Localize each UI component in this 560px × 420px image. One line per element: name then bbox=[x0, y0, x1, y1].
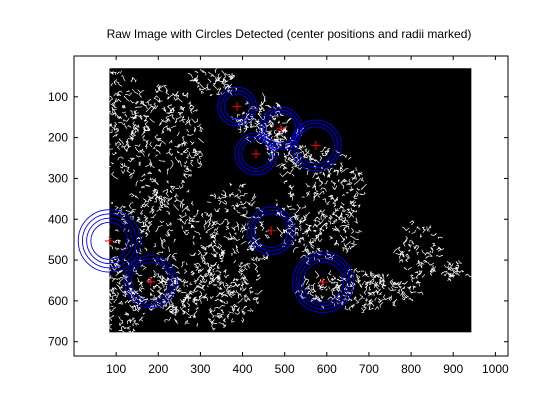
center-marker bbox=[232, 102, 242, 112]
detected-circle bbox=[124, 255, 178, 309]
x-tick-label: 900 bbox=[443, 362, 463, 376]
x-tick-label: 300 bbox=[190, 362, 210, 376]
center-marker bbox=[266, 226, 276, 236]
center-marker bbox=[104, 236, 114, 246]
y-axis: 100 200 300 400 500 600 700 bbox=[48, 90, 508, 349]
x-tick-label: 1000 bbox=[482, 362, 509, 376]
detected-circle bbox=[290, 119, 342, 172]
chart-title: Raw Image with Circles Detected (center … bbox=[107, 27, 472, 41]
x-tick-label: 400 bbox=[233, 362, 253, 376]
x-tick-label: 800 bbox=[401, 362, 421, 376]
y-tick-label: 700 bbox=[48, 335, 68, 349]
x-tick-label: 700 bbox=[359, 362, 379, 376]
detected-circle bbox=[234, 132, 278, 176]
y-tick-label: 500 bbox=[48, 253, 68, 267]
image-background bbox=[109, 68, 472, 333]
center-marker bbox=[318, 277, 328, 287]
x-tick-label: 500 bbox=[275, 362, 295, 376]
detected-circle bbox=[217, 86, 257, 127]
center-marker bbox=[146, 277, 156, 287]
y-tick-label: 600 bbox=[48, 294, 68, 308]
center-marker bbox=[276, 123, 286, 133]
center-marker bbox=[251, 149, 261, 159]
center-marker bbox=[311, 140, 321, 150]
x-axis: 100 200 300 400 500 600 700 800 900 1000 bbox=[106, 56, 509, 376]
y-tick-label: 300 bbox=[48, 171, 68, 185]
detected-circle bbox=[247, 206, 296, 255]
y-tick-label: 200 bbox=[48, 131, 68, 145]
x-tick-label: 200 bbox=[148, 362, 168, 376]
circle-centers bbox=[104, 102, 328, 287]
y-tick-label: 400 bbox=[48, 212, 68, 226]
detected-circle bbox=[292, 251, 354, 313]
detected-circle bbox=[77, 209, 142, 273]
detected-circles bbox=[77, 86, 354, 313]
axes-box bbox=[73, 55, 509, 357]
edge-map bbox=[109, 68, 472, 333]
y-tick-label: 100 bbox=[48, 90, 68, 104]
raw-image bbox=[109, 68, 472, 333]
x-tick-label: 600 bbox=[317, 362, 337, 376]
x-tick-label: 100 bbox=[106, 362, 126, 376]
